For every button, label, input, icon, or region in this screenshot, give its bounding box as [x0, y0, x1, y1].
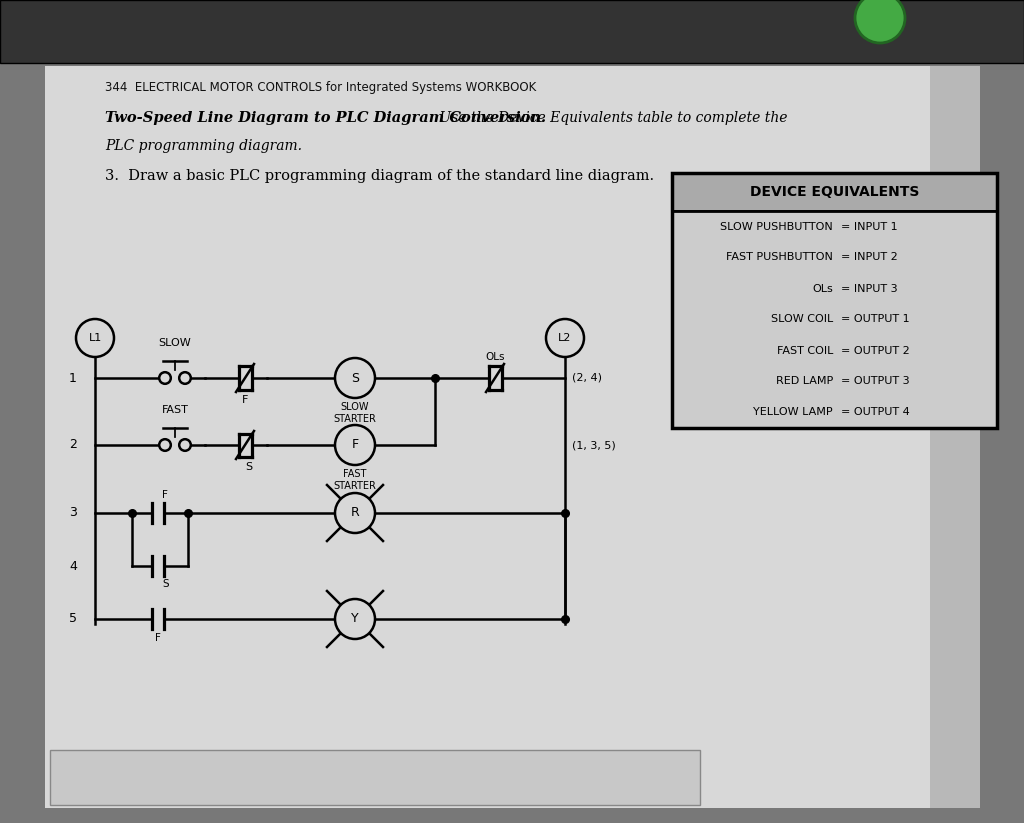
FancyBboxPatch shape — [0, 0, 1024, 63]
Circle shape — [335, 493, 375, 533]
Text: F: F — [351, 439, 358, 452]
Circle shape — [335, 425, 375, 465]
Text: S: S — [162, 579, 169, 589]
Text: Y: Y — [351, 612, 358, 625]
Circle shape — [335, 599, 375, 639]
Text: F: F — [242, 395, 248, 405]
Text: YELLOW LAMP: YELLOW LAMP — [754, 407, 833, 417]
Text: = INPUT 2: = INPUT 2 — [841, 253, 898, 263]
Text: Two-Speed Line Diagram to PLC Diagram Conversion.: Two-Speed Line Diagram to PLC Diagram Co… — [105, 111, 546, 125]
Text: = INPUT 3: = INPUT 3 — [841, 283, 898, 294]
Text: 3: 3 — [70, 506, 77, 519]
Text: 2: 2 — [70, 439, 77, 452]
Text: 4: 4 — [70, 560, 77, 573]
Text: = OUTPUT 2: = OUTPUT 2 — [841, 346, 909, 356]
Text: F: F — [155, 633, 161, 643]
Text: PLC programming diagram.: PLC programming diagram. — [105, 139, 302, 153]
Text: SLOW COIL: SLOW COIL — [771, 314, 833, 324]
Text: 5: 5 — [69, 612, 77, 625]
Text: (1, 3, 5): (1, 3, 5) — [572, 440, 615, 450]
Text: = OUTPUT 3: = OUTPUT 3 — [841, 376, 909, 387]
Text: OLs: OLs — [485, 352, 505, 362]
Circle shape — [546, 319, 584, 357]
Circle shape — [159, 439, 171, 451]
Text: L1: L1 — [88, 333, 101, 343]
FancyBboxPatch shape — [672, 211, 997, 428]
Text: 344  ELECTRICAL MOTOR CONTROLS for Integrated Systems WORKBOOK: 344 ELECTRICAL MOTOR CONTROLS for Integr… — [105, 81, 537, 94]
Text: SLOW: SLOW — [159, 338, 191, 348]
Text: R: R — [350, 506, 359, 519]
FancyBboxPatch shape — [50, 750, 700, 805]
Text: (2, 4): (2, 4) — [572, 373, 602, 383]
FancyBboxPatch shape — [672, 173, 997, 211]
Text: SLOW PUSHBUTTON: SLOW PUSHBUTTON — [720, 221, 833, 231]
Text: FAST
STARTER: FAST STARTER — [334, 469, 377, 491]
Text: FAST COIL: FAST COIL — [776, 346, 833, 356]
Text: = INPUT 1: = INPUT 1 — [841, 221, 898, 231]
FancyBboxPatch shape — [930, 66, 980, 808]
FancyBboxPatch shape — [45, 66, 980, 808]
Circle shape — [179, 439, 190, 451]
Text: FAST: FAST — [162, 405, 188, 415]
Text: L2: L2 — [558, 333, 571, 343]
Circle shape — [179, 372, 190, 384]
Text: SLOW
STARTER: SLOW STARTER — [334, 402, 377, 424]
Text: S: S — [246, 462, 253, 472]
Text: Use the Device Equivalents table to complete the: Use the Device Equivalents table to comp… — [435, 111, 787, 125]
Text: DEVICE EQUIVALENTS: DEVICE EQUIVALENTS — [750, 185, 920, 199]
Text: F: F — [162, 490, 168, 500]
Circle shape — [76, 319, 114, 357]
Text: S: S — [351, 371, 359, 384]
Text: 3.  Draw a basic PLC programming diagram of the standard line diagram.: 3. Draw a basic PLC programming diagram … — [105, 169, 654, 183]
Text: RED LAMP: RED LAMP — [776, 376, 833, 387]
Circle shape — [855, 0, 905, 43]
Circle shape — [159, 372, 171, 384]
Text: OLs: OLs — [812, 283, 833, 294]
Text: FAST PUSHBUTTON: FAST PUSHBUTTON — [726, 253, 833, 263]
Text: 1: 1 — [70, 371, 77, 384]
Text: = OUTPUT 1: = OUTPUT 1 — [841, 314, 909, 324]
Text: = OUTPUT 4: = OUTPUT 4 — [841, 407, 909, 417]
Circle shape — [335, 358, 375, 398]
